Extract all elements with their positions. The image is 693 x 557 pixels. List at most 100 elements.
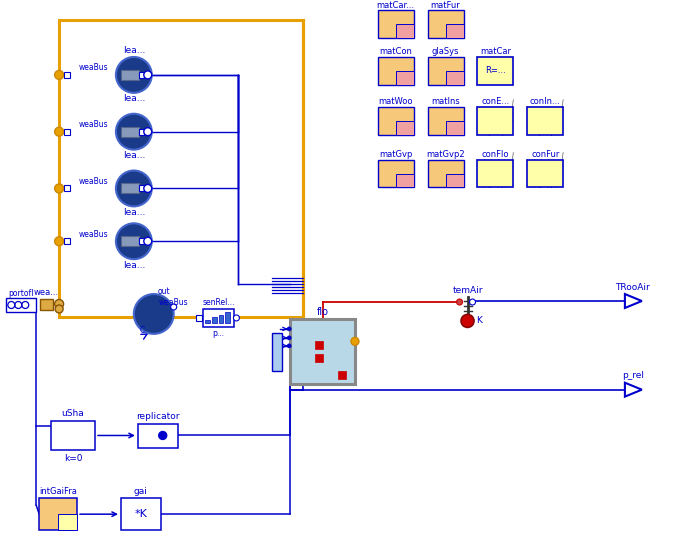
Text: temAir: temAir <box>453 286 483 295</box>
Bar <box>428 57 464 85</box>
Bar <box>139 129 144 135</box>
Circle shape <box>55 305 63 313</box>
Bar <box>290 319 355 384</box>
Bar <box>315 341 323 349</box>
Bar <box>121 236 139 246</box>
Bar <box>58 514 77 530</box>
Text: weaBus: weaBus <box>78 120 108 129</box>
Text: K: K <box>477 316 482 325</box>
Text: conIn...: conIn... <box>529 97 561 106</box>
Bar <box>40 299 53 310</box>
Bar <box>202 309 234 327</box>
Bar <box>527 107 563 135</box>
Circle shape <box>234 315 239 321</box>
Bar <box>477 57 514 85</box>
Circle shape <box>116 170 152 207</box>
Text: portofl: portofl <box>8 289 34 297</box>
Bar <box>527 159 563 188</box>
Text: R=...: R=... <box>485 66 506 75</box>
Text: matGvp2: matGvp2 <box>426 150 465 159</box>
Bar <box>139 72 144 78</box>
Circle shape <box>55 184 64 193</box>
Text: lea...: lea... <box>123 261 145 270</box>
Text: matCon: matCon <box>379 47 412 56</box>
Bar <box>51 421 95 451</box>
Bar <box>396 71 414 85</box>
Text: matIns: matIns <box>431 97 460 106</box>
Bar <box>378 159 414 188</box>
Text: senRel...: senRel... <box>202 297 235 306</box>
Bar <box>446 71 464 85</box>
Text: intGaiFra: intGaiFra <box>40 487 77 496</box>
Text: weaBus: weaBus <box>78 63 108 72</box>
Text: lea...: lea... <box>123 151 145 160</box>
Circle shape <box>55 127 64 136</box>
Bar <box>378 10 414 38</box>
Text: matCar...: matCar... <box>377 1 415 9</box>
Bar <box>139 238 144 244</box>
Text: gai: gai <box>134 487 148 496</box>
Circle shape <box>144 237 152 245</box>
Bar <box>477 159 514 188</box>
Bar <box>138 423 177 448</box>
Bar <box>121 70 139 80</box>
Text: weaBus: weaBus <box>78 230 108 239</box>
Bar <box>338 371 346 379</box>
Circle shape <box>144 128 152 136</box>
Text: out: out <box>157 286 170 296</box>
Text: conE...: conE... <box>481 97 509 106</box>
Circle shape <box>470 299 475 305</box>
Circle shape <box>55 237 64 246</box>
Text: uSha: uSha <box>62 409 85 418</box>
Bar <box>139 185 144 192</box>
Bar <box>272 333 282 371</box>
Bar <box>218 315 223 323</box>
Bar <box>64 129 70 135</box>
Bar <box>396 121 414 135</box>
Text: flo: flo <box>317 307 328 317</box>
Bar <box>396 24 414 38</box>
Bar <box>64 185 70 192</box>
Text: p...: p... <box>213 329 225 339</box>
Bar <box>6 298 36 312</box>
Circle shape <box>116 223 152 259</box>
Text: TRooAir: TRooAir <box>615 282 650 291</box>
Bar <box>121 183 139 193</box>
Text: lea...: lea... <box>123 94 145 103</box>
Circle shape <box>351 338 359 345</box>
Text: C: C <box>139 326 144 335</box>
Bar <box>428 107 464 135</box>
Text: matCar: matCar <box>480 47 511 56</box>
Text: replicator: replicator <box>136 412 179 421</box>
Text: matGvp: matGvp <box>379 150 412 159</box>
Circle shape <box>55 300 64 309</box>
Bar <box>378 107 414 135</box>
Bar <box>428 10 464 38</box>
Bar <box>121 126 139 136</box>
Circle shape <box>461 315 474 328</box>
Text: conFlo: conFlo <box>482 150 509 159</box>
Circle shape <box>116 57 152 93</box>
Circle shape <box>287 327 291 331</box>
Circle shape <box>287 336 291 340</box>
Text: matFur: matFur <box>431 1 460 9</box>
Polygon shape <box>625 383 642 397</box>
Circle shape <box>134 294 174 334</box>
Circle shape <box>287 344 291 348</box>
Bar <box>396 174 414 188</box>
Bar <box>446 121 464 135</box>
Text: weaBus: weaBus <box>78 177 108 186</box>
Bar <box>477 107 514 135</box>
Text: p_rel: p_rel <box>622 371 644 380</box>
Bar <box>211 317 216 323</box>
Circle shape <box>144 71 152 79</box>
Circle shape <box>457 299 462 305</box>
Bar <box>40 498 77 530</box>
Bar <box>378 57 414 85</box>
Bar <box>315 354 323 361</box>
Text: k=0: k=0 <box>64 454 82 463</box>
Bar <box>64 72 70 78</box>
Circle shape <box>55 70 64 80</box>
Bar <box>428 159 464 188</box>
Circle shape <box>144 184 152 192</box>
